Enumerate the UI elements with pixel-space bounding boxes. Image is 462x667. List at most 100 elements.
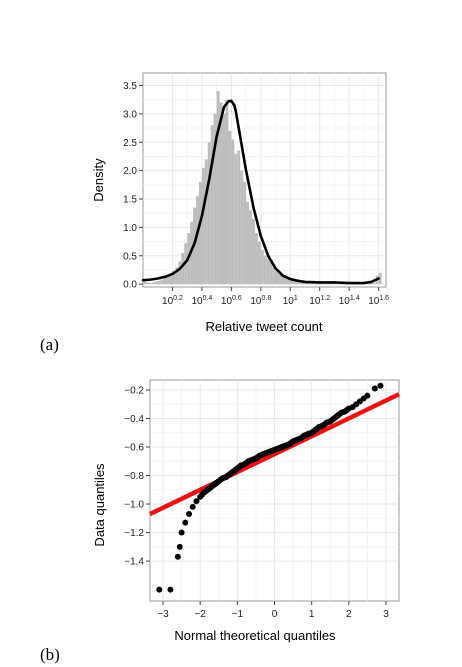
qq-point	[174, 553, 181, 560]
x-tick-label-exponent: 1.4	[350, 295, 360, 302]
y-axis-label-a: Density	[91, 158, 106, 202]
histogram-bar	[204, 159, 208, 285]
qq-point	[189, 503, 196, 510]
histogram-bar	[198, 181, 202, 285]
qq-point	[186, 511, 193, 518]
y-axis-a: 0.0 0.5 1.0 1.5 2.0 2.5 3.0 3.5	[123, 81, 143, 291]
qq-point	[178, 529, 185, 536]
qq-point	[182, 519, 189, 526]
y-tick-label: 0.5	[123, 251, 137, 262]
y-tick-label: −1.4	[124, 557, 144, 568]
histogram-bar	[272, 267, 276, 285]
x-tick-label-exponent: 0.2	[173, 295, 183, 302]
qq-point	[371, 385, 378, 392]
histogram-bar	[157, 280, 161, 285]
histogram-bar	[216, 91, 220, 285]
x-tick-label-exponent: 1	[294, 295, 298, 302]
histogram-bar	[378, 272, 382, 285]
histogram-bar	[175, 267, 179, 285]
histogram-bar	[260, 250, 264, 285]
qq-point	[193, 498, 200, 505]
histogram-bar	[278, 272, 282, 285]
x-tick-label: 100.6	[221, 295, 242, 307]
y-tick-label: −0.4	[124, 414, 144, 425]
histogram-bar	[148, 283, 152, 285]
panel-label-b: (b)	[40, 645, 60, 664]
histogram-bar	[243, 181, 247, 285]
y-tick-label: 1.5	[123, 195, 137, 206]
x-tick-label-base: 10	[283, 296, 295, 307]
qq-points	[156, 382, 384, 593]
histogram-bar	[231, 139, 235, 285]
x-tick-label-exponent: 0.6	[232, 295, 242, 302]
histogram-bar	[169, 273, 173, 285]
histogram-bar	[296, 281, 300, 285]
histogram-bar	[222, 113, 226, 285]
histogram-bar	[201, 167, 205, 285]
histogram-bar	[266, 258, 270, 285]
histogram-bar	[163, 277, 167, 285]
histogram-bar	[213, 113, 217, 285]
density-line	[141, 99, 380, 285]
x-axis-label-b: Normal theoretical quantiles	[174, 628, 336, 643]
histogram-bar	[196, 196, 199, 285]
qq-point	[167, 586, 174, 593]
histogram-bar	[263, 255, 267, 285]
density-curve	[141, 99, 380, 285]
y-axis-b: −0.2 −0.4 −0.6 −0.8 −1.0 −1.2 −1.4	[124, 385, 150, 568]
histogram-bar	[228, 130, 232, 285]
x-tick-label-base: 10	[162, 296, 174, 307]
histogram-bar	[160, 279, 164, 285]
histogram-bar	[237, 150, 241, 285]
x-tick-label-exponent: 0.8	[262, 295, 272, 302]
x-tick-label: 101.2	[309, 295, 330, 307]
x-tick-label: 100.4	[191, 295, 212, 307]
x-axis-label-a: Relative tweet count	[205, 319, 322, 334]
histogram-bar	[151, 282, 155, 285]
x-tick-label: 2	[346, 609, 352, 620]
histogram-bar	[178, 261, 182, 285]
x-axis-b: −3 −2 −1 0 1 2 3	[157, 601, 389, 620]
x-tick-label-exponent: 1.6	[379, 295, 389, 302]
histogram-bar	[281, 275, 285, 285]
plot-a-frame	[142, 72, 387, 288]
x-tick-label: 101	[283, 295, 298, 307]
y-axis-label-b: Data quantiles	[92, 463, 107, 547]
reference-line	[149, 392, 400, 517]
x-tick-label-base: 10	[368, 296, 380, 307]
qq-point	[176, 543, 183, 550]
y-tick-label: −1.0	[124, 500, 144, 511]
histogram-bar	[166, 275, 170, 285]
x-tick-label-base: 10	[191, 296, 203, 307]
x-tick-label: 100.2	[162, 295, 183, 307]
histogram-bar	[302, 281, 305, 285]
histogram-bar	[372, 283, 376, 285]
x-tick-label-base: 10	[250, 296, 262, 307]
panel-label-a: (a)	[40, 335, 59, 354]
x-tick-label: 101.6	[368, 295, 389, 307]
histogram-bar	[293, 280, 297, 285]
x-tick-label-base: 10	[221, 296, 233, 307]
histogram-bar	[246, 201, 250, 285]
y-tick-label: −0.6	[124, 443, 144, 454]
y-tick-label: 3.5	[123, 81, 137, 92]
histogram-bar	[225, 99, 229, 285]
histogram-bar	[154, 281, 158, 285]
histogram-bar	[210, 125, 214, 285]
qq-point	[343, 406, 350, 413]
x-tick-label-base: 10	[339, 296, 351, 307]
density-plot: 0.00.51.01.52.02.53.03.5 100.2 100.4 100.6…	[40, 72, 389, 354]
x-tick-label: 100.8	[250, 295, 271, 307]
histogram-bar	[251, 218, 255, 285]
histogram-bar	[145, 282, 149, 285]
histogram-bar	[240, 170, 244, 285]
histogram-bar	[219, 102, 223, 285]
histogram-bar	[287, 278, 291, 285]
histogram-bar	[290, 279, 294, 285]
y-tick-label: 2.5	[123, 138, 137, 149]
x-tick-label: 3	[383, 609, 389, 620]
histogram-bar	[234, 153, 238, 285]
x-tick-label: 1	[309, 609, 315, 620]
y-tick-label: 0.0	[123, 280, 137, 291]
